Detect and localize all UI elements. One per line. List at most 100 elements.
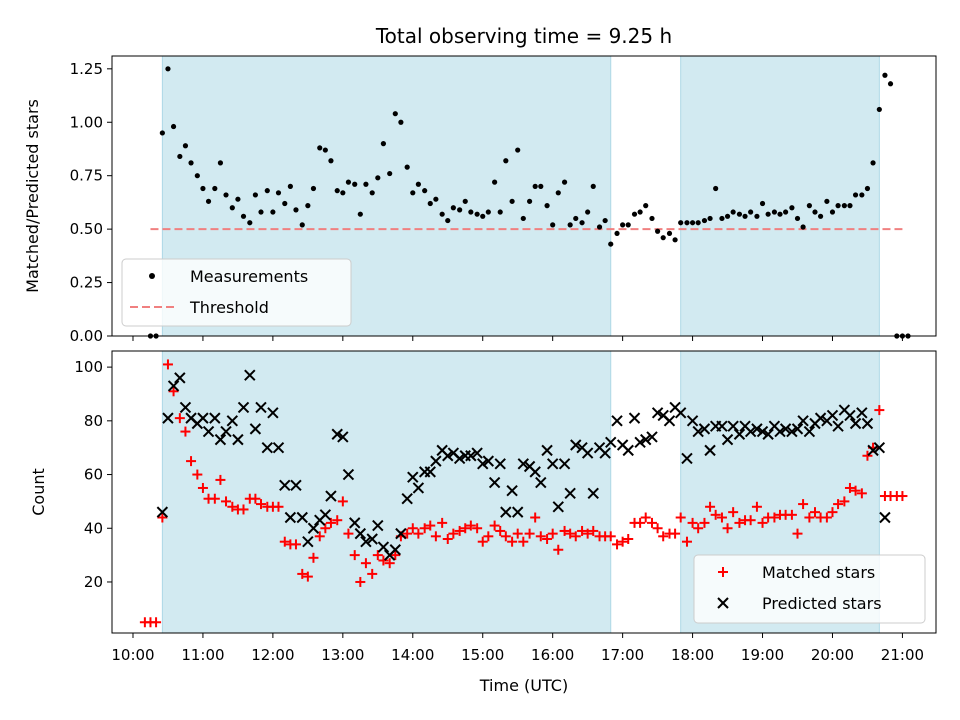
measurement-point-36 — [357, 211, 363, 217]
legend-measurements-marker — [149, 273, 155, 279]
matched-star-point-91 — [670, 528, 681, 539]
matched-star-point-51 — [437, 517, 448, 528]
measurement-point-108 — [777, 211, 783, 217]
measurement-point-71 — [561, 179, 568, 185]
predicted-star-point-82 — [634, 436, 646, 449]
matched-star-point-123 — [856, 488, 867, 499]
matched-star-point-106 — [757, 517, 768, 528]
measurement-point-64 — [520, 215, 526, 222]
matched-star-point-48 — [419, 523, 430, 534]
matched-star-point-39 — [367, 568, 378, 579]
measurement-point-99 — [724, 213, 731, 219]
measurement-point-43 — [398, 119, 404, 125]
measurement-point-41 — [387, 170, 393, 177]
bottom-legend: Matched stars Predicted stars — [693, 554, 926, 624]
measurement-point-121 — [852, 192, 859, 198]
predicted-star-point-108 — [786, 425, 798, 438]
bottom-x-tick-label-11: 21:00 — [881, 646, 924, 664]
predicted-star-point-120 — [856, 407, 868, 419]
measurement-point-13 — [223, 192, 229, 198]
matched-star-point-97 — [705, 501, 716, 512]
matched-star-point-31 — [320, 523, 331, 534]
predicted-stars-points — [156, 369, 891, 561]
bottom-x-tick-label-4: 14:00 — [391, 646, 434, 664]
matched-star-point-102 — [734, 517, 745, 528]
measurement-point-7 — [188, 160, 194, 166]
measurement-point-123 — [864, 185, 871, 192]
matched-star-point-100 — [722, 523, 733, 534]
matched-star-point-60 — [489, 520, 500, 531]
bottom-x-ticks: 10:00 11:00 12:00 13:00 14:00 15:00 16:00 17:00… — [111, 633, 924, 664]
matched-star-point-34 — [337, 496, 348, 507]
predicted-star-point-87 — [663, 415, 676, 427]
matched-star-point-20 — [255, 499, 266, 510]
predicted-star-point-57 — [488, 476, 501, 489]
measurement-point-116 — [824, 198, 830, 204]
measurement-point-42 — [392, 111, 398, 117]
measurement-point-86 — [649, 215, 655, 222]
predicted-star-point-73 — [581, 447, 594, 459]
matched-star-point-6 — [174, 413, 185, 424]
measurement-point-103 — [748, 209, 754, 215]
bottom-x-tick-label-5: 15:00 — [461, 646, 504, 664]
x-axis-label: Time (UTC) — [479, 676, 568, 695]
matched-star-point-47 — [413, 528, 424, 539]
predicted-star-point-7 — [197, 412, 209, 424]
predicted-star-point-31 — [337, 431, 349, 443]
chart-title: Total observing time = 9.25 h — [375, 24, 672, 48]
matched-star-point-52 — [442, 534, 453, 544]
matched-star-point-69 — [542, 534, 553, 544]
predicted-star-point-119 — [849, 417, 862, 430]
matched-star-point-12 — [209, 493, 220, 504]
measurement-point-2 — [159, 130, 165, 136]
matched-star-point-43 — [390, 550, 401, 561]
measurement-point-63 — [515, 147, 521, 153]
predicted-star-point-56 — [482, 455, 495, 467]
matched-star-point-87 — [647, 517, 658, 528]
measurement-point-80 — [614, 230, 620, 237]
measurement-point-62 — [509, 198, 515, 204]
measurement-point-25 — [293, 207, 299, 213]
predicted-star-point-40 — [389, 544, 402, 556]
matched-star-point-70 — [547, 528, 558, 539]
predicted-star-point-113 — [814, 412, 827, 424]
predicted-star-point-46 — [424, 466, 436, 478]
measurement-point-46 — [415, 181, 421, 187]
predicted-star-point-55 — [477, 458, 489, 470]
matched-star-point-10 — [197, 482, 208, 493]
predicted-star-point-44 — [412, 482, 425, 494]
matched-star-point-27 — [297, 568, 308, 579]
matched-star-point-80 — [605, 531, 616, 542]
bottom-shaded-interval-0 — [162, 351, 611, 633]
top-y-ticks: 0.00 0.25 0.50 0.75 1.00 1.25 — [70, 60, 112, 345]
predicted-star-point-25 — [302, 535, 314, 548]
measurement-point-66 — [532, 183, 538, 189]
measurement-point-14 — [229, 205, 235, 211]
predicted-star-point-107 — [779, 423, 792, 435]
measurement-point-30 — [322, 147, 328, 153]
predicted-star-point-23 — [290, 479, 302, 491]
bottom-y-ticks: 20 40 60 80 100 — [74, 358, 112, 591]
predicted-star-point-109 — [791, 423, 804, 435]
predicted-star-point-30 — [331, 428, 343, 440]
bottom-x-tick-label-2: 12:00 — [251, 646, 294, 664]
bottom-x-tick-label-9: 19:00 — [741, 646, 784, 664]
measurement-point-124 — [870, 160, 876, 166]
matched-star-point-99 — [716, 512, 727, 523]
predicted-star-point-69 — [558, 458, 571, 470]
legend-predicted-label: Predicted stars — [762, 594, 882, 613]
predicted-star-point-118 — [844, 409, 856, 422]
predicted-star-point-8 — [202, 425, 215, 438]
measurement-point-81 — [620, 222, 626, 228]
bottom-legend-box — [693, 554, 926, 624]
measurement-point-52 — [450, 205, 456, 211]
predicted-star-point-98 — [727, 420, 739, 432]
measurement-point-10 — [205, 198, 212, 204]
matched-star-point-46 — [407, 523, 418, 534]
bottom-y-tick-label-1: 40 — [84, 519, 103, 537]
measurement-point-39 — [375, 175, 381, 181]
predicted-star-point-67 — [546, 458, 559, 470]
measurements-points — [147, 66, 911, 339]
measurement-point-89 — [666, 230, 673, 237]
matched-star-point-4 — [162, 359, 173, 370]
